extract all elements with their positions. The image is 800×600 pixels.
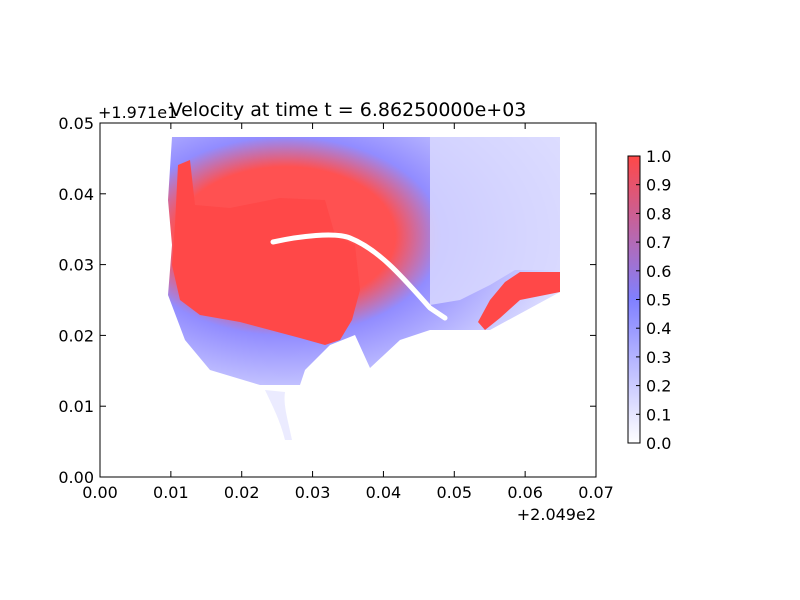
x-tick-label: 0.00 [82, 483, 118, 502]
y-tick-label: 0.05 [58, 114, 94, 133]
chart-title: Velocity at time t = 6.86250000e+03 [170, 99, 527, 121]
plot-area [168, 137, 560, 440]
y-axis: 0.00 0.01 0.02 0.03 0.04 0.05 [58, 114, 596, 487]
y-tick-label: 0.02 [58, 326, 94, 345]
channel-obstacle [270, 232, 448, 321]
y-tick-label: 0.01 [58, 397, 94, 416]
colorbar-tick-label: 0.3 [646, 348, 671, 367]
y-tick-label: 0.00 [58, 468, 94, 487]
colorbar-tick-label: 0.2 [646, 377, 671, 396]
x-tick-label: 0.02 [224, 483, 260, 502]
velocity-field-east [430, 137, 560, 305]
colorbar-tick-label: 0.8 [646, 204, 671, 223]
y-tick-label: 0.04 [58, 185, 94, 204]
high-velocity-outlet [478, 272, 560, 330]
colorbar-tick-label: 0.5 [646, 291, 671, 310]
colorbar-tick-label: 0.9 [646, 176, 671, 195]
colorbar-tick-label: 0.0 [646, 434, 671, 453]
colorbar: 0.0 0.1 0.2 0.3 0.4 0.5 0.6 0.7 0.8 0.9 1.0 [627, 147, 671, 453]
high-velocity-core [172, 160, 360, 345]
x-tick-label: 0.07 [578, 483, 614, 502]
x-tick-label: 0.06 [507, 483, 543, 502]
y-tick-label: 0.03 [58, 256, 94, 275]
x-tick-label: 0.04 [366, 483, 402, 502]
x-tick-label: 0.03 [295, 483, 331, 502]
axes-frame [99, 122, 597, 478]
x-tick-label: 0.05 [436, 483, 472, 502]
x-tick-label: 0.01 [153, 483, 189, 502]
x-offset-label: +2.049e2 [517, 505, 596, 524]
colorbar-tick-label: 1.0 [646, 147, 671, 166]
colorbar-tick-label: 0.7 [646, 233, 671, 252]
y-offset-label: +1.971e1 [98, 103, 177, 122]
x-axis: 0.00 0.01 0.02 0.03 0.04 0.05 0.06 0.07 [82, 123, 614, 502]
colorbar-tick-label: 0.1 [646, 405, 671, 424]
wake-plume [265, 390, 292, 440]
colorbar-ticks: 0.0 0.1 0.2 0.3 0.4 0.5 0.6 0.7 0.8 0.9 1.0 [636, 147, 671, 453]
colorbar-tick-label: 0.6 [646, 262, 671, 281]
colorbar-tick-label: 0.4 [646, 319, 671, 338]
